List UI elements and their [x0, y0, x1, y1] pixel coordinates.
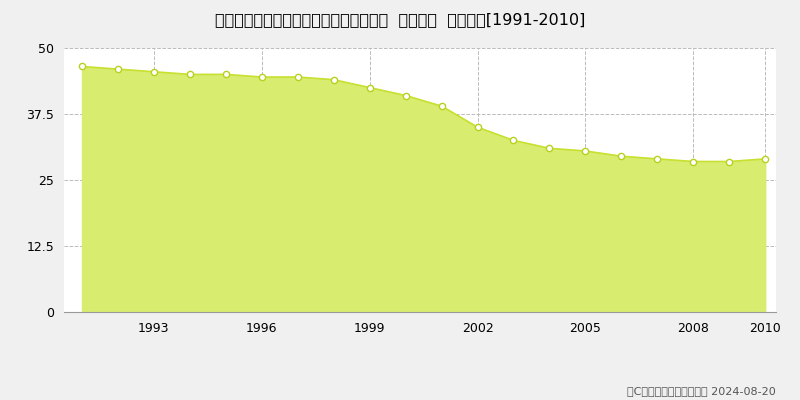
Text: 兵庫県高砂市荒井町蓮池１丁目４番５外  地価公示  地価推移[1991-2010]: 兵庫県高砂市荒井町蓮池１丁目４番５外 地価公示 地価推移[1991-2010] — [215, 12, 585, 27]
Text: （C）土地価格ドットコム 2024-08-20: （C）土地価格ドットコム 2024-08-20 — [627, 386, 776, 396]
